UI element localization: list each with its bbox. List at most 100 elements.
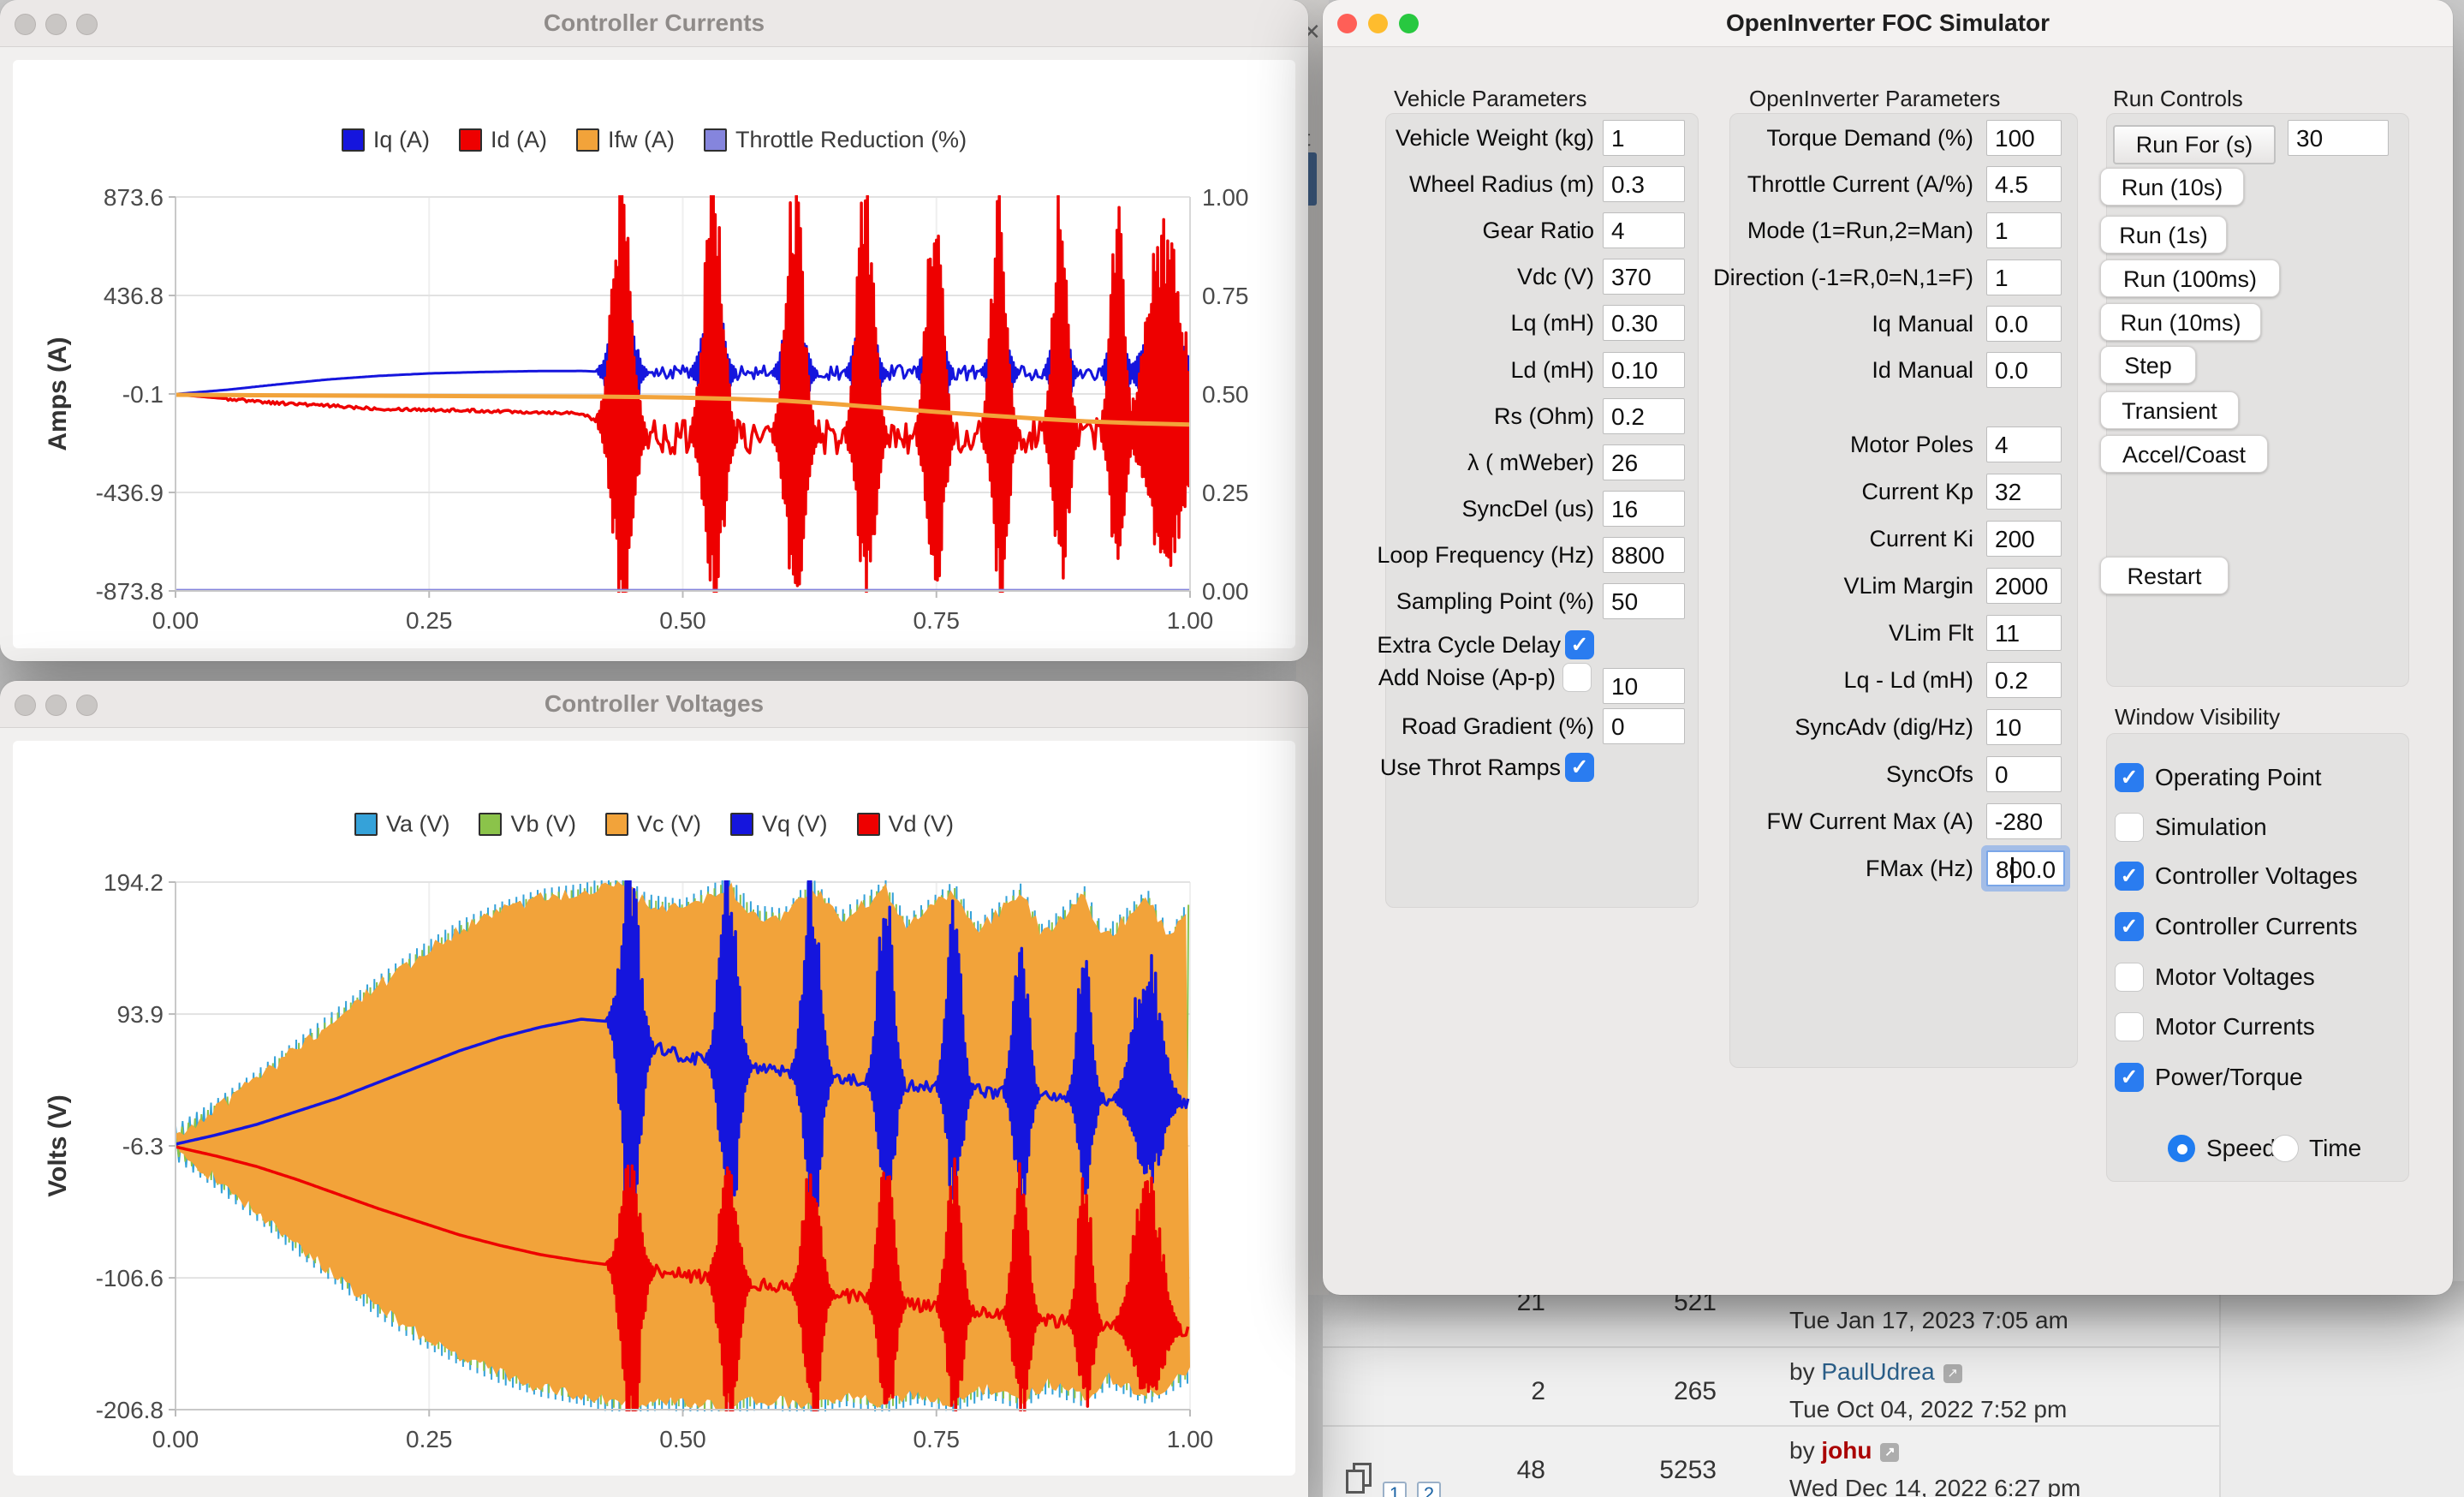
legend-item[interactable]: Vd (V) — [856, 811, 954, 838]
legend-item[interactable]: Vq (V) — [730, 811, 828, 838]
close-button[interactable] — [15, 695, 36, 716]
legend-item[interactable]: Vc (V) — [604, 811, 701, 838]
step-button[interactable]: Step — [2100, 346, 2196, 384]
sampling-point-input[interactable]: 50 — [1603, 583, 1685, 619]
lambda-input[interactable]: 26 — [1603, 444, 1685, 480]
run-10ms-button[interactable]: Run (10ms) — [2100, 303, 2261, 341]
lq-ld-input[interactable]: 0.2 — [1986, 662, 2062, 698]
titlebar: Controller Voltages — [0, 681, 1308, 728]
run-for-seconds-input[interactable]: 30 — [2288, 120, 2389, 156]
pagination-page-1[interactable]: 1 — [1383, 1482, 1407, 1497]
legend-item[interactable]: Vb (V) — [479, 811, 576, 838]
zoom-button[interactable] — [1399, 14, 1419, 33]
close-button[interactable] — [15, 14, 36, 35]
titlebar: Controller Currents — [0, 0, 1308, 47]
external-link-icon[interactable] — [1943, 1363, 1962, 1383]
zoom-button[interactable] — [76, 695, 98, 716]
mode-input[interactable]: 1 — [1986, 212, 2062, 248]
road-gradient-input[interactable]: 0 — [1603, 708, 1685, 744]
torque-demand-input[interactable]: 100 — [1986, 120, 2062, 156]
extra-cycle-delay-checkbox[interactable] — [1565, 630, 1594, 659]
legend-label: Throttle Reduction (%) — [735, 127, 967, 152]
syncofs-input[interactable]: 0 — [1986, 756, 2062, 792]
run-for-button[interactable]: Run For (s) — [2113, 125, 2276, 164]
vdc-input[interactable]: 370 — [1603, 259, 1685, 295]
run-1s-button[interactable]: Run (1s) — [2100, 216, 2227, 253]
legend-item[interactable]: Iq (A) — [341, 127, 430, 153]
run-100ms-button[interactable]: Run (100ms) — [2100, 259, 2280, 297]
fw-current-max-input[interactable]: -280 — [1986, 803, 2062, 839]
rs-input[interactable]: 0.2 — [1603, 398, 1685, 434]
current-ki-input[interactable]: 200 — [1986, 521, 2062, 557]
minimize-button[interactable] — [1368, 14, 1388, 33]
legend-item[interactable]: Throttle Reduction (%) — [703, 127, 967, 153]
forum-author-link[interactable]: PaulUdrea — [1821, 1358, 1935, 1385]
id-manual-input[interactable]: 0.0 — [1986, 352, 2062, 388]
zoom-button[interactable] — [76, 14, 98, 35]
text-caret — [2011, 857, 2014, 883]
minimize-button[interactable] — [45, 14, 67, 35]
lq-input[interactable]: 0.30 — [1603, 305, 1685, 341]
close-button[interactable] — [1337, 14, 1357, 33]
svg-text:0.00: 0.00 — [152, 1426, 199, 1452]
power-torque-checkbox[interactable] — [2115, 1063, 2144, 1092]
motor-voltages-checkbox[interactable] — [2115, 963, 2144, 992]
vlim-flt-input[interactable]: 11 — [1986, 615, 2062, 651]
svg-text:-6.3: -6.3 — [122, 1133, 164, 1160]
svg-text:1.00: 1.00 — [1167, 607, 1214, 634]
add-noise-checkbox[interactable] — [1562, 663, 1592, 692]
time-radio[interactable] — [2271, 1135, 2299, 1162]
chart-legend: Iq (A) Id (A) Ifw (A) Throttle Reduction… — [13, 127, 1295, 153]
forum-byline: by PaulUdrea — [1789, 1358, 1962, 1386]
vehicle-weight-input[interactable]: 1 — [1603, 120, 1685, 156]
syncdel-input[interactable]: 16 — [1603, 491, 1685, 527]
legend-item[interactable]: Ifw (A) — [575, 127, 675, 153]
legend-label: Ifw (A) — [607, 127, 675, 152]
svg-text:0.75: 0.75 — [1202, 283, 1249, 309]
ld-input[interactable]: 0.10 — [1603, 352, 1685, 388]
syncadv-input[interactable]: 10 — [1986, 709, 2062, 745]
operating-point-checkbox[interactable] — [2115, 763, 2144, 792]
restart-button[interactable]: Restart — [2100, 557, 2229, 594]
checkbox-label: Motor Voltages — [2155, 963, 2315, 990]
checkbox-label: Controller Currents — [2155, 913, 2358, 939]
direction-input[interactable]: 1 — [1986, 259, 2062, 295]
use-throt-ramps-checkbox[interactable] — [1565, 753, 1594, 782]
controller-currents-checkbox[interactable] — [2115, 912, 2144, 941]
checkbox-label: Power/Torque — [2155, 1064, 2303, 1090]
throttle-current-input[interactable]: 4.5 — [1986, 166, 2062, 202]
forum-author-link[interactable]: johu — [1821, 1437, 1872, 1464]
vlim-margin-input[interactable]: 2000 — [1986, 568, 2062, 604]
iq-manual-input[interactable]: 0.0 — [1986, 306, 2062, 342]
fmax-input[interactable]: 800.0 — [1986, 850, 2065, 886]
accel-coast-button[interactable]: Accel/Coast — [2100, 435, 2268, 473]
wheel-radius-input[interactable]: 0.3 — [1603, 166, 1685, 202]
window-visibility-header: Window Visibility — [2115, 704, 2281, 730]
legend-item[interactable]: Id (A) — [458, 127, 547, 153]
minimize-button[interactable] — [45, 695, 67, 716]
simulation-checkbox[interactable] — [2115, 813, 2144, 842]
vehicle-parameters-header: Vehicle Parameters — [1394, 86, 1587, 111]
field-label: Add Noise (Ap-p) — [1378, 665, 1556, 690]
gear-ratio-input[interactable]: 4 — [1603, 212, 1685, 248]
field-label: Extra Cycle Delay — [1377, 632, 1561, 658]
legend-swatch — [479, 813, 503, 836]
current-kp-input[interactable]: 32 — [1986, 474, 2062, 510]
add-noise-input[interactable]: 10 — [1603, 668, 1685, 704]
speed-radio[interactable] — [2168, 1135, 2195, 1162]
pages-icon — [1346, 1463, 1372, 1494]
transient-button[interactable]: Transient — [2100, 391, 2239, 429]
svg-text:1.00: 1.00 — [1202, 184, 1249, 211]
external-link-icon[interactable] — [1880, 1442, 1900, 1462]
motor-poles-input[interactable]: 4 — [1986, 426, 2062, 462]
pagination-page-2[interactable]: 2 — [1417, 1482, 1441, 1497]
loop-frequency-input[interactable]: 8800 — [1603, 537, 1685, 573]
field-label: Current Ki — [1869, 526, 1973, 552]
controller-voltages-checkbox[interactable] — [2115, 862, 2144, 891]
field-label: Current Kp — [1861, 479, 1973, 504]
run-10s-button[interactable]: Run (10s) — [2100, 168, 2244, 206]
motor-currents-checkbox[interactable] — [2115, 1012, 2144, 1041]
radio-label: Speed — [2206, 1135, 2276, 1161]
legend-swatch — [856, 813, 880, 836]
legend-item[interactable]: Va (V) — [354, 811, 449, 838]
